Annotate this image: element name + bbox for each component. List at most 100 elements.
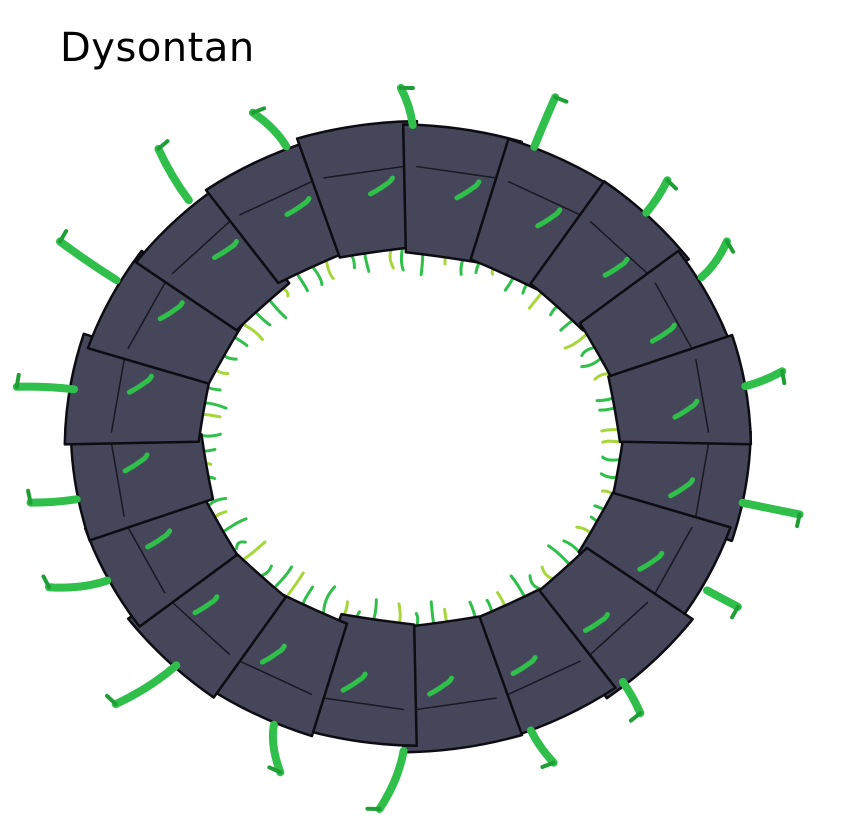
segment-bevel: [110, 359, 125, 433]
inner-grass-tuft: [363, 250, 371, 273]
outer-grass-tip: [780, 369, 787, 386]
outer-grass-tendril: [738, 498, 804, 519]
segment-sprout: [535, 207, 563, 229]
inner-grass-tuft: [239, 321, 264, 341]
inner-grass-tuft: [528, 574, 542, 591]
ring-segment: [531, 546, 694, 700]
segment-sprout: [157, 300, 185, 322]
ring-segment: [126, 547, 287, 699]
segment-bevel: [127, 526, 166, 594]
segment-bevel: [239, 660, 313, 696]
outer-grass-tip: [795, 512, 802, 529]
inner-grass-tuft: [261, 564, 273, 577]
segment-bevel: [507, 660, 581, 696]
outer-grass-tendril: [741, 367, 787, 391]
outer-grass-tip: [730, 604, 740, 620]
outer-grass-tip: [105, 693, 118, 707]
inner-grass-tuft: [235, 540, 247, 550]
segment-bevel: [695, 359, 710, 433]
segment-bevel: [171, 220, 231, 275]
inner-grass-tuft: [302, 585, 315, 605]
segment-sprout: [367, 175, 395, 197]
outer-grass-tip: [267, 765, 283, 775]
segment-bevel: [589, 220, 649, 275]
inner-grass-tuft: [562, 539, 582, 555]
ring-segment: [529, 180, 691, 332]
inner-grass-tuft: [349, 254, 356, 270]
segment-bevel: [415, 165, 497, 179]
outer-grass-tendril: [12, 382, 79, 394]
inner-grass-tuft: [540, 565, 555, 581]
inner-grass-tuft: [214, 510, 228, 518]
segment-sprout: [510, 655, 538, 677]
outer-vegetation: [12, 83, 804, 813]
segment-sprout: [126, 373, 154, 395]
inner-grass-tuft: [274, 565, 293, 588]
segment-bevel: [415, 697, 497, 711]
segment-sprout: [582, 612, 610, 634]
segment-bevel: [654, 526, 693, 594]
segment-sprout: [672, 398, 700, 420]
outer-grass-tendril: [697, 237, 731, 282]
inner-grass-tuft: [399, 246, 405, 272]
segment-sprout: [122, 452, 150, 474]
outer-grass-tendril: [248, 108, 291, 151]
outer-grass-tendril: [375, 746, 408, 813]
ring-segment: [610, 430, 752, 543]
outer-grass-tip: [14, 372, 21, 389]
outer-grass-tip: [156, 139, 170, 151]
segment-bevel: [323, 165, 405, 179]
segment-sprout: [192, 594, 220, 616]
outer-grass-tip: [41, 574, 51, 590]
outer-grass-tendril: [111, 661, 181, 709]
outer-grass-tendril: [703, 586, 742, 611]
inner-grass-tuft: [563, 331, 590, 350]
inner-grass-tuft: [325, 261, 335, 280]
segment-bevel: [110, 443, 125, 517]
segment-bevel: [654, 282, 693, 350]
outer-grass-tendril: [56, 237, 121, 285]
ring-segment: [607, 333, 753, 446]
outer-grass-tendril: [45, 576, 112, 592]
segment-sprout: [649, 322, 677, 344]
segment-sprout: [668, 477, 696, 499]
outer-grass-tip: [553, 95, 569, 104]
outer-grass-tendril: [526, 726, 558, 767]
inner-grass-tuft: [547, 544, 571, 566]
page-title: Dysontan: [60, 25, 255, 71]
inner-grass-tuft: [509, 574, 527, 600]
segment-bevel: [695, 443, 710, 517]
outer-grass-tendril: [530, 93, 560, 151]
segment-sprout: [340, 671, 368, 693]
segment-sprout: [602, 256, 630, 278]
inner-grass-tuft: [322, 585, 337, 614]
outer-grass-tip: [26, 488, 33, 505]
inner-grass-tuft: [287, 571, 305, 596]
segment-sprout: [637, 550, 665, 572]
outer-grass-tip: [540, 760, 556, 769]
inner-grass-tuft: [243, 540, 267, 560]
ring-segments: [63, 119, 753, 754]
segment-sprout: [212, 238, 240, 260]
segment-sprout: [259, 643, 287, 665]
segment-bevel: [127, 282, 166, 350]
segment-bevel: [589, 601, 649, 656]
inner-grass-tuft: [388, 247, 395, 270]
outer-grass-tendril: [268, 720, 285, 777]
segment-sprout: [284, 195, 312, 217]
ring-segment: [295, 119, 419, 259]
segment-sprout: [145, 528, 173, 550]
inner-grass-tuft: [222, 517, 248, 533]
outer-grass-tip: [628, 711, 643, 723]
segment-sprout: [427, 675, 455, 697]
inner-grass-tuft: [297, 274, 309, 293]
outer-grass-tip: [250, 106, 267, 115]
outer-grass-tip: [724, 239, 736, 254]
segment-bevel: [239, 180, 313, 216]
outer-grass-tendril: [154, 144, 193, 205]
outer-grass-tip: [665, 178, 678, 191]
segment-bevel: [323, 697, 405, 711]
outer-grass-tendril: [642, 176, 672, 217]
outer-grass-tendril: [618, 678, 645, 718]
